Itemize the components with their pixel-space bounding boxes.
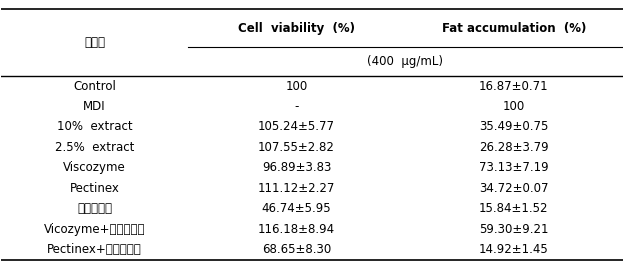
Text: Fat accumulation  (%): Fat accumulation (%) — [442, 22, 586, 34]
Text: Pectinex: Pectinex — [70, 182, 120, 195]
Text: 100: 100 — [503, 100, 525, 113]
Text: 107.55±2.82: 107.55±2.82 — [258, 141, 335, 154]
Text: 59.30±9.21: 59.30±9.21 — [479, 222, 548, 235]
Text: 16.87±0.71: 16.87±0.71 — [479, 80, 548, 93]
Text: 111.12±2.27: 111.12±2.27 — [258, 182, 335, 195]
Text: -: - — [295, 100, 299, 113]
Text: 73.13±7.19: 73.13±7.19 — [479, 161, 548, 174]
Text: 96.89±3.83: 96.89±3.83 — [262, 161, 331, 174]
Text: 105.24±5.77: 105.24±5.77 — [258, 121, 335, 133]
Text: MDI: MDI — [83, 100, 106, 113]
Text: (400  μg/mL): (400 μg/mL) — [367, 55, 443, 68]
Text: 14.92±1.45: 14.92±1.45 — [479, 243, 548, 256]
Text: 26.28±3.79: 26.28±3.79 — [479, 141, 548, 154]
Text: Viscozyme: Viscozyme — [63, 161, 126, 174]
Text: 10%  extract: 10% extract — [57, 121, 132, 133]
Text: 2.5%  extract: 2.5% extract — [55, 141, 134, 154]
Text: 서창포: 서창포 — [84, 36, 105, 49]
Text: 68.65±8.30: 68.65±8.30 — [262, 243, 331, 256]
Text: 116.18±8.94: 116.18±8.94 — [258, 222, 335, 235]
Text: 초고압근질: 초고압근질 — [77, 202, 112, 215]
Text: 46.74±5.95: 46.74±5.95 — [261, 202, 331, 215]
Text: 35.49±0.75: 35.49±0.75 — [479, 121, 548, 133]
Text: 15.84±1.52: 15.84±1.52 — [479, 202, 548, 215]
Text: Pectinex+초고압근질: Pectinex+초고압근질 — [47, 243, 142, 256]
Text: Control: Control — [73, 80, 116, 93]
Text: 34.72±0.07: 34.72±0.07 — [479, 182, 548, 195]
Text: Cell  viability  (%): Cell viability (%) — [238, 22, 355, 34]
Text: 100: 100 — [285, 80, 308, 93]
Text: Vicozyme+초고압근질: Vicozyme+초고압근질 — [44, 222, 145, 235]
